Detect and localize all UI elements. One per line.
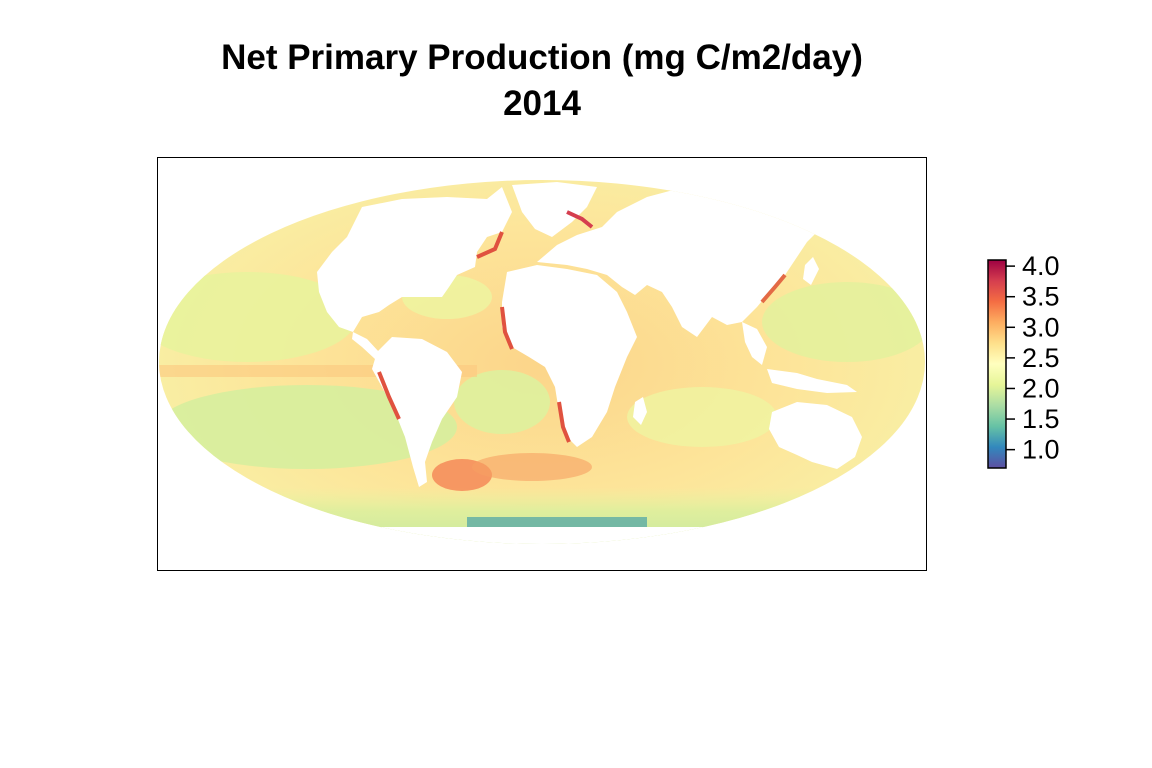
coastal-accent-north-sea	[566, 210, 594, 229]
antarctic-coastal-bloom	[467, 517, 647, 527]
south-america	[372, 337, 462, 487]
africa	[502, 265, 637, 447]
coastal-accent-peru	[377, 371, 401, 420]
gyre-north-pacific-east	[159, 272, 357, 362]
coastal-accent-north-atlantic	[476, 231, 504, 259]
chart-subtitle-year: 2014	[503, 84, 581, 123]
southeast-asia	[742, 322, 767, 365]
madagascar	[633, 397, 647, 425]
legend-tick-label: 2.5	[1022, 343, 1060, 373]
legend-tick-label: 2.0	[1022, 373, 1060, 403]
eurasia	[537, 187, 822, 337]
north-america	[317, 187, 512, 332]
australia	[769, 402, 862, 469]
gyre-north-pacific-west	[762, 282, 925, 362]
coastal-accent-benguela	[557, 401, 571, 443]
world-map	[159, 180, 925, 544]
gyre-indian	[627, 387, 777, 447]
greenland	[512, 182, 597, 237]
antarctica	[159, 527, 925, 544]
legend-tick-label: 3.5	[1022, 282, 1060, 312]
legend-tick-label: 1.0	[1022, 435, 1060, 465]
legend-color-bar	[987, 259, 1007, 469]
new-zealand	[879, 457, 892, 482]
indonesia	[767, 369, 857, 393]
japan	[803, 257, 819, 285]
legend-tick-label: 1.5	[1022, 404, 1060, 434]
coastal-accent-west-africa	[500, 306, 514, 350]
gyre-south-atlantic	[454, 370, 550, 434]
color-legend: 4.03.53.02.52.01.51.0	[987, 251, 1060, 469]
legend-tick-label: 3.0	[1022, 312, 1060, 342]
south-atlantic-high	[472, 453, 592, 481]
legend-tick-label: 4.0	[1022, 251, 1060, 281]
gyre-south-pacific	[159, 385, 457, 469]
coastal-accent-east-asia	[760, 273, 787, 304]
legend-ticks: 4.03.53.02.52.01.51.0	[1006, 251, 1060, 465]
chart-title: Net Primary Production (mg C/m2/day)	[221, 38, 863, 77]
